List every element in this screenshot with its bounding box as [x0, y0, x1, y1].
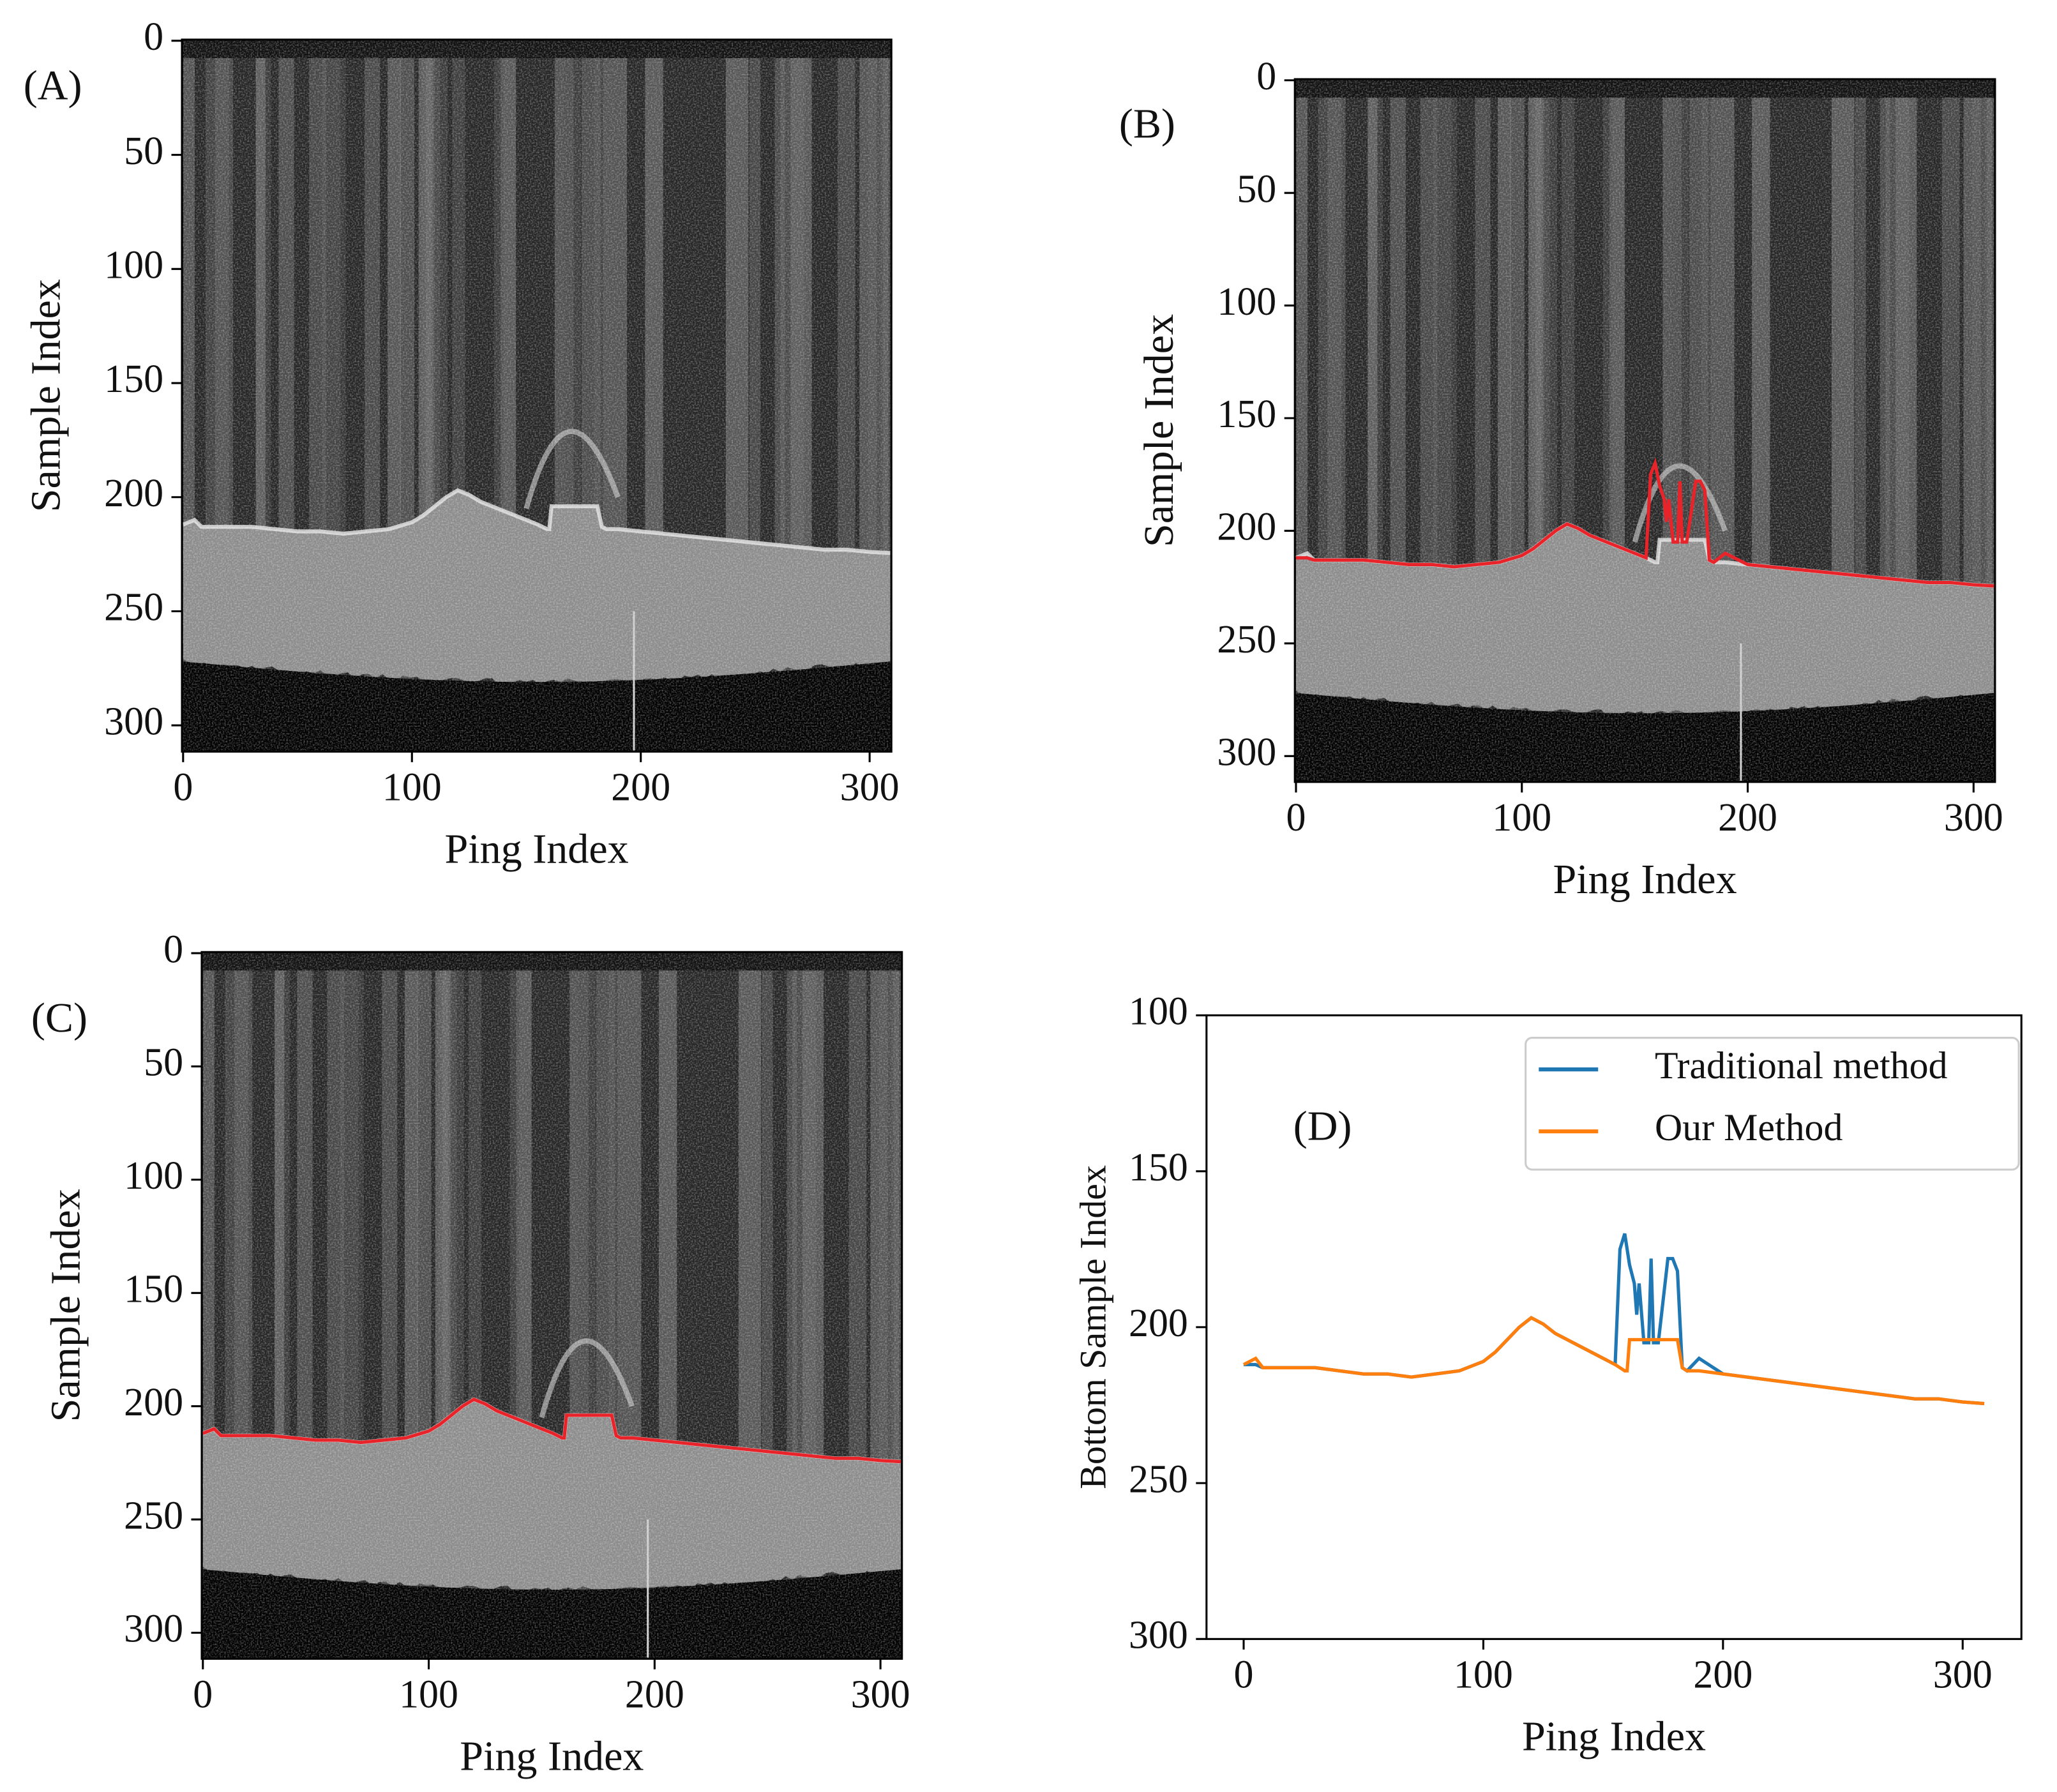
bottom-detection: [202, 1397, 901, 1464]
y-axis-label: Bottom Sample Index: [1073, 1165, 1114, 1489]
speckle: [182, 40, 892, 752]
speckle: [202, 952, 902, 1659]
axes-frame: [1293, 78, 1996, 783]
panel-label: (D): [1293, 1103, 1352, 1149]
y-tick-label: 300: [104, 700, 163, 743]
y-tick-label: 250: [1129, 1457, 1188, 1501]
plot-area: [1295, 79, 1995, 782]
series-line: [1244, 1233, 1985, 1406]
axes-frame: [200, 951, 903, 1660]
y-tick-label: 200: [104, 472, 163, 515]
bottom-detection: [1295, 457, 1994, 588]
y-tick-label: 300: [1129, 1614, 1188, 1657]
y-tick-label: 200: [124, 1381, 183, 1424]
plot-area: [202, 952, 902, 1659]
x-tick-label: 200: [625, 1673, 684, 1717]
y-tick-label: 100: [1217, 280, 1276, 324]
y-tick-label: 50: [124, 130, 163, 173]
y-tick-label: 250: [124, 1494, 183, 1537]
y-tick-label: 150: [104, 358, 163, 401]
y-tick-label: 50: [144, 1041, 183, 1085]
y-tick-label: 250: [104, 586, 163, 629]
y-axis-label: Sample Index: [43, 1189, 89, 1422]
x-tick-label: 0: [193, 1673, 213, 1717]
y-tick-label: 200: [1129, 1302, 1188, 1345]
y-axis-label: Sample Index: [23, 279, 70, 512]
panel-label: (A): [24, 63, 82, 109]
plot-area: [182, 40, 892, 752]
x-tick-label: 200: [1718, 796, 1777, 840]
series-line: [1242, 1316, 1985, 1406]
y-tick-label: 100: [104, 244, 163, 287]
plot-area: [1242, 1233, 1985, 1406]
x-tick-label: 0: [1286, 796, 1306, 840]
x-tick-label: 300: [1944, 796, 2003, 840]
x-tick-label: 300: [851, 1673, 910, 1717]
x-axis-label: Ping Index: [1522, 1713, 1706, 1760]
y-tick-label: 50: [1237, 167, 1276, 211]
x-axis-label: Ping Index: [1553, 856, 1737, 903]
y-tick-label: 150: [124, 1268, 183, 1311]
x-tick-label: 0: [1234, 1653, 1254, 1697]
legend-box: [1525, 1036, 2020, 1171]
y-axis-label: Sample Index: [1136, 314, 1182, 547]
x-axis-label: Ping Index: [460, 1733, 644, 1780]
legend-label: Our Method: [1655, 1106, 1842, 1148]
panel-label: (B): [1119, 101, 1175, 147]
x-tick-label: 0: [173, 766, 193, 809]
x-tick-label: 100: [1492, 796, 1551, 840]
y-tick-label: 300: [124, 1608, 183, 1651]
y-tick-label: 100: [1129, 990, 1188, 1034]
x-tick-label: 200: [1693, 1653, 1752, 1697]
y-tick-label: 150: [1217, 393, 1276, 436]
legend-label: Traditional method: [1655, 1044, 1948, 1087]
x-tick-label: 100: [1454, 1653, 1513, 1697]
x-tick-label: 100: [382, 766, 442, 809]
y-tick-label: 250: [1217, 618, 1276, 661]
panel: 0 100 200 300 100 150 200 250 300 Ping Index Botto…: [1073, 990, 2023, 1760]
panel-label: (C): [31, 995, 87, 1041]
y-tick-label: 150: [1129, 1146, 1188, 1189]
x-tick-label: 300: [1933, 1653, 1993, 1697]
y-tick-label: 100: [124, 1154, 183, 1198]
x-tick-label: 100: [399, 1673, 458, 1717]
x-tick-label: 300: [840, 766, 900, 809]
y-tick-label: 0: [163, 928, 183, 971]
y-tick-label: 200: [1217, 506, 1276, 549]
y-tick-label: 300: [1217, 730, 1276, 774]
y-tick-label: 0: [1256, 55, 1276, 98]
y-tick-label: 0: [144, 15, 163, 59]
x-axis-label: Ping Index: [445, 826, 629, 873]
axes-frame: [181, 38, 893, 753]
x-tick-label: 200: [611, 766, 670, 809]
speckle: [1295, 79, 1995, 782]
